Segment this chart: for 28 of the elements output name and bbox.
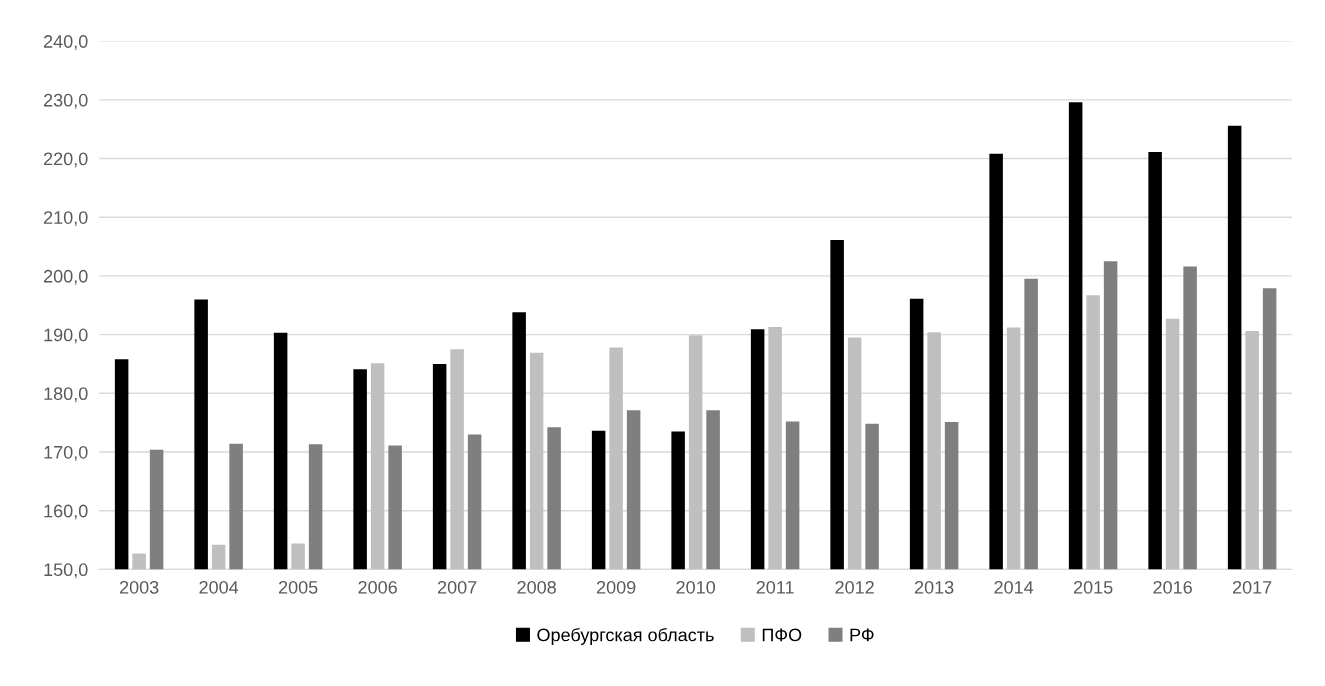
- legend-label: Оребургская область: [537, 627, 714, 645]
- x-tick-label: 2005: [278, 580, 318, 594]
- y-tick-label: 210,0: [43, 211, 88, 227]
- x-tick-label: 2011: [756, 580, 794, 594]
- legend-label: ПФО: [762, 628, 802, 642]
- x-tick-label: 2016: [1153, 580, 1192, 594]
- y-tick-label: 200,0: [43, 269, 88, 285]
- x-tick-label: 2010: [676, 580, 715, 594]
- x-tick-label: 2007: [437, 580, 477, 594]
- y-tick-label: 190,0: [44, 328, 88, 344]
- x-tick-label: 2009: [596, 580, 636, 594]
- x-tick-label: 2013: [914, 580, 954, 594]
- x-tick-label: 2015: [1073, 580, 1113, 594]
- y-tick-label: 240,0: [43, 35, 88, 51]
- y-tick-label: 160,0: [44, 504, 88, 520]
- x-tick-label: 2006: [358, 580, 397, 594]
- y-tick-label: 170,0: [44, 445, 88, 461]
- y-tick-label: 220,0: [43, 152, 88, 168]
- y-tick-label: 230,0: [43, 93, 88, 109]
- x-tick-label: 2003: [119, 580, 159, 594]
- legend-label: РФ: [850, 628, 874, 642]
- x-tick-label: 2004: [199, 580, 239, 594]
- x-tick-label: 2014: [994, 580, 1034, 594]
- y-tick-label: 180,0: [44, 387, 88, 403]
- y-tick-label: 150,0: [44, 563, 88, 579]
- x-tick-label: 2017: [1232, 580, 1272, 594]
- x-tick-label: 2008: [517, 580, 556, 594]
- x-tick-label: 2012: [835, 580, 874, 594]
